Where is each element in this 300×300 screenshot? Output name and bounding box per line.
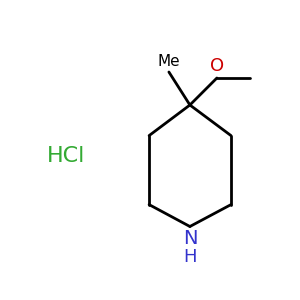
Text: HCl: HCl [47, 146, 85, 166]
Text: N: N [183, 230, 197, 248]
Text: Me: Me [158, 54, 180, 69]
Text: O: O [210, 57, 224, 75]
Text: H: H [183, 248, 197, 266]
